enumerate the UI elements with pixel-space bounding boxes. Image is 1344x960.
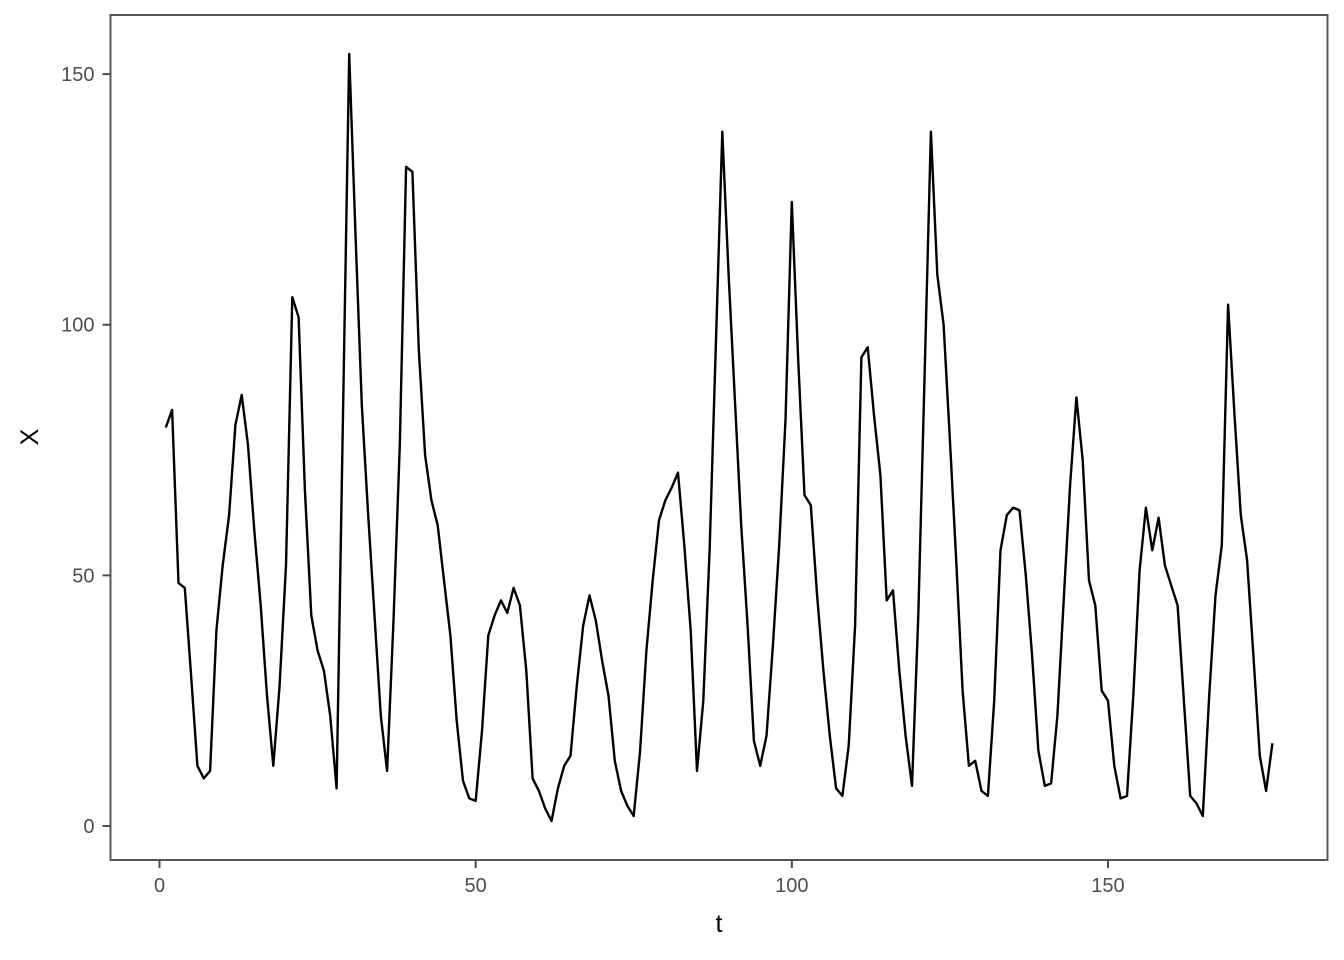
x-tick-label: 100: [775, 875, 808, 897]
x-axis-title: t: [716, 910, 723, 938]
x-tick-label: 50: [465, 875, 487, 897]
x-tick-label: 0: [154, 875, 165, 897]
y-axis-ticks: 0 50 100 150: [61, 64, 111, 838]
y-tick-label: 50: [72, 565, 94, 587]
x-axis-ticks: 0 50 100 150: [154, 860, 1125, 897]
x-tick-label: 150: [1091, 875, 1124, 897]
plot-panel: [110, 15, 1328, 860]
y-tick-label: 0: [83, 816, 94, 838]
y-tick-label: 150: [61, 64, 94, 86]
y-tick-label: 100: [61, 315, 94, 337]
series-line: [164, 52, 1274, 823]
panel-border: [109, 14, 1329, 861]
y-axis-title: X: [16, 428, 44, 445]
